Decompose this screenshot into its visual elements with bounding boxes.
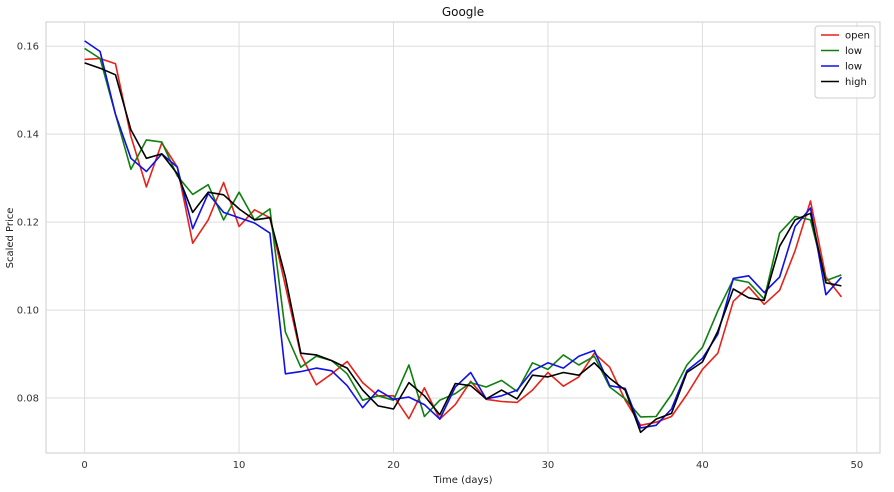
x-tick-labels: 0 10 20 30 40 50 [81,460,863,471]
series-line-0 [84,57,843,427]
y-tick-labels: 0.08 0.10 0.12 0.14 0.16 [17,42,39,405]
legend: open low low high [814,25,876,99]
x-axis-title: Time (days) [432,475,492,486]
y-tick-label: 0.16 [17,42,39,53]
legend-label-3: high [845,77,867,88]
legend-box [814,25,876,99]
y-tick-label: 0.10 [17,306,39,317]
x-tick-label: 40 [696,460,709,471]
x-tick-label: 0 [81,460,87,471]
grid-lines [46,22,880,453]
legend-label-2: low [845,62,862,73]
plot-area [45,21,881,454]
series-line-3 [84,62,842,434]
x-tick-label: 50 [850,460,863,471]
y-tick-label: 0.08 [17,394,39,405]
series-line-1 [84,47,842,418]
chart-title: Google [442,5,484,19]
legend-label-0: open [845,31,870,42]
legend-label-1: low [845,46,862,57]
x-tick-label: 20 [387,460,400,471]
x-tick-label: 30 [542,460,555,471]
x-tick-label: 10 [233,460,246,471]
y-tick-label: 0.12 [17,218,39,229]
y-tick-label: 0.14 [17,130,39,141]
series-line-2 [84,40,843,429]
series-lines [84,40,843,434]
y-axis-title: Scaled Price [5,208,16,269]
